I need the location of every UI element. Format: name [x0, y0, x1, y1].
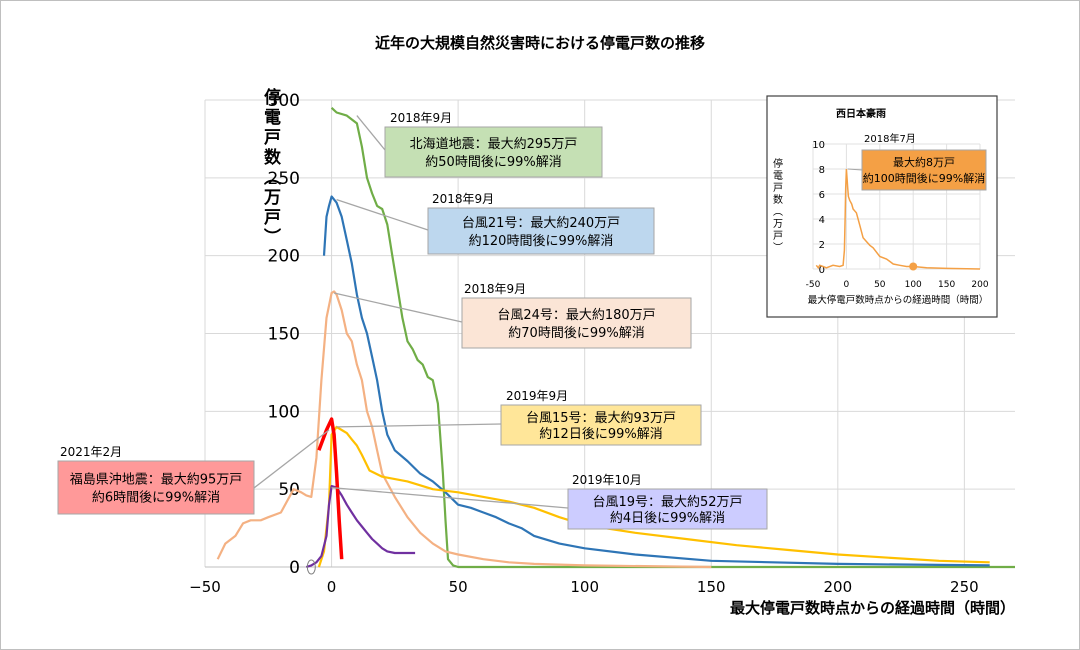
annotation-box	[461, 297, 692, 349]
annotation-date: 2018年9月	[390, 111, 452, 125]
inset-y-tick-label: 2	[819, 240, 825, 251]
annotation-text: 台風21号：最大約240万戸	[462, 216, 620, 231]
inset-y-tick-label: 8	[819, 165, 825, 176]
annotation-box	[500, 404, 702, 446]
annotation-box	[427, 207, 655, 255]
inset-x-tick-label: 150	[938, 280, 955, 290]
annotation-text: 台風15号：最大約93万戸	[526, 411, 676, 426]
inset-title: 西日本豪雨	[836, 107, 886, 120]
inset-y-tick-label: 10	[812, 140, 825, 151]
y-tick-label: 50	[278, 480, 300, 500]
annotation-box	[567, 488, 768, 530]
inset-x-tick-label: 100	[905, 280, 922, 290]
inset-y-axis-label: 停電戸数（万戸）	[771, 157, 783, 254]
inset-frame	[766, 95, 998, 318]
series-line-5	[317, 417, 344, 560]
annotation-text: 約4日後に99%解消	[610, 511, 725, 526]
series-line-1	[322, 195, 990, 567]
y-tick-label: 100	[268, 402, 300, 422]
annotation-leader-line	[333, 292, 463, 323]
annotation-leader-line	[356, 115, 386, 151]
x-tick-label: 0	[327, 578, 337, 596]
annotation-text: 約70時間後に99%解消	[508, 326, 644, 341]
y-tick-label: 150	[268, 325, 300, 345]
inset-x-tick-label: 50	[874, 280, 886, 290]
x-tick-label: 50	[449, 578, 468, 596]
y-tick-label: 0	[289, 558, 300, 578]
inset-annotation-text: 最大約8万戸	[893, 155, 955, 169]
x-tick-label: 150	[697, 578, 726, 596]
annotation-text: 北海道地震：最大約295万戸	[410, 137, 578, 152]
inset-x-tick-label: 0	[844, 280, 850, 290]
inset-y-tick-label: 4	[819, 215, 825, 226]
annotation-date: 2021年2月	[60, 445, 122, 459]
y-tick-label: 200	[268, 247, 300, 267]
inset-annotation-box	[861, 149, 987, 191]
annotation-box	[57, 460, 255, 515]
y-axis-label: 停電戸数（万戸）	[260, 87, 282, 248]
inset-leader-line	[847, 168, 863, 171]
inset-x-tick-label: 200	[971, 280, 988, 290]
inset-y-tick-label: 6	[819, 190, 825, 201]
x-tick-label: −50	[189, 578, 221, 596]
inset-annotation-date: 2018年7月	[864, 132, 916, 145]
series-line-0	[330, 106, 1015, 569]
inset-99pct-marker	[909, 262, 918, 271]
inset-y-tick-label: 0	[819, 265, 825, 276]
annotation-leader-line	[331, 486, 569, 509]
annotation-text: 福島県沖地震：最大約95万戸	[70, 473, 243, 488]
inset-annotation-text: 約100時間後に99%解消	[863, 171, 985, 185]
inset-series-line	[815, 168, 981, 270]
annotation-text: 約120時間後に99%解消	[469, 234, 614, 249]
origin-marker	[306, 559, 316, 575]
x-tick-label: 200	[823, 578, 852, 596]
annotation-leader-line	[253, 429, 330, 489]
chart-title: 近年の大規模自然災害時における停電戸数の推移	[375, 34, 705, 52]
x-tick-label: 250	[950, 578, 979, 596]
y-tick-label: 300	[268, 91, 300, 111]
annotation-date: 2018年9月	[432, 192, 494, 206]
series-line-2	[216, 290, 712, 569]
inset-x-axis-label: 最大停電戸数時点からの経過時間（時間）	[808, 294, 989, 306]
series-line-3	[317, 425, 990, 568]
x-tick-label: 100	[570, 578, 599, 596]
x-axis-label: 最大停電戸数時点からの経過時間（時間）	[730, 599, 1015, 617]
annotation-date: 2018年9月	[464, 282, 526, 296]
annotation-text: 台風24号：最大約180万戸	[497, 308, 655, 323]
annotation-text: 台風19号：最大約52万戸	[592, 495, 742, 510]
annotation-text: 約50時間後に99%解消	[425, 155, 561, 170]
annotation-date: 2019年10月	[572, 473, 642, 487]
inset-x-tick-label: -50	[806, 280, 821, 290]
annotation-leader-line	[336, 199, 429, 231]
annotation-leader-line	[336, 423, 502, 428]
y-tick-label: 250	[268, 169, 300, 189]
annotation-box	[384, 126, 603, 178]
annotation-text: 約6時間後に99%解消	[92, 491, 220, 506]
annotation-date: 2019年9月	[506, 389, 568, 403]
annotation-text: 約12日後に99%解消	[539, 427, 662, 442]
series-line-4	[305, 485, 416, 569]
